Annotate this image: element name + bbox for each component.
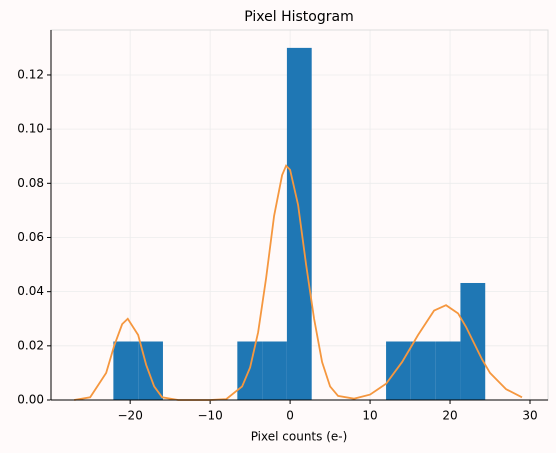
bar <box>262 341 287 400</box>
y-tick-label: 0.06 <box>17 230 44 244</box>
kde-line <box>74 164 523 401</box>
x-tick-label: −10 <box>197 409 222 423</box>
bar <box>286 47 312 400</box>
bar <box>410 341 436 400</box>
bar <box>113 341 139 400</box>
x-tick-label: 0 <box>286 409 294 423</box>
x-axis-label: Pixel counts (e-) <box>251 430 348 444</box>
y-tick-label: 0.08 <box>17 176 44 190</box>
x-tick-label: 10 <box>362 409 377 423</box>
y-tick-label: 0.12 <box>17 67 44 81</box>
y-tick-label: 0.04 <box>17 284 44 298</box>
x-tick-label: −20 <box>118 409 143 423</box>
y-tick-label: 0.00 <box>17 393 44 407</box>
bar <box>386 341 411 400</box>
y-tick-label: 0.10 <box>17 122 44 136</box>
chart-title: Pixel Histogram <box>244 9 353 25</box>
bar <box>435 341 461 400</box>
x-tick-label: 30 <box>522 409 537 423</box>
x-tick-label: 20 <box>442 409 457 423</box>
y-tick-label: 0.02 <box>17 338 44 352</box>
